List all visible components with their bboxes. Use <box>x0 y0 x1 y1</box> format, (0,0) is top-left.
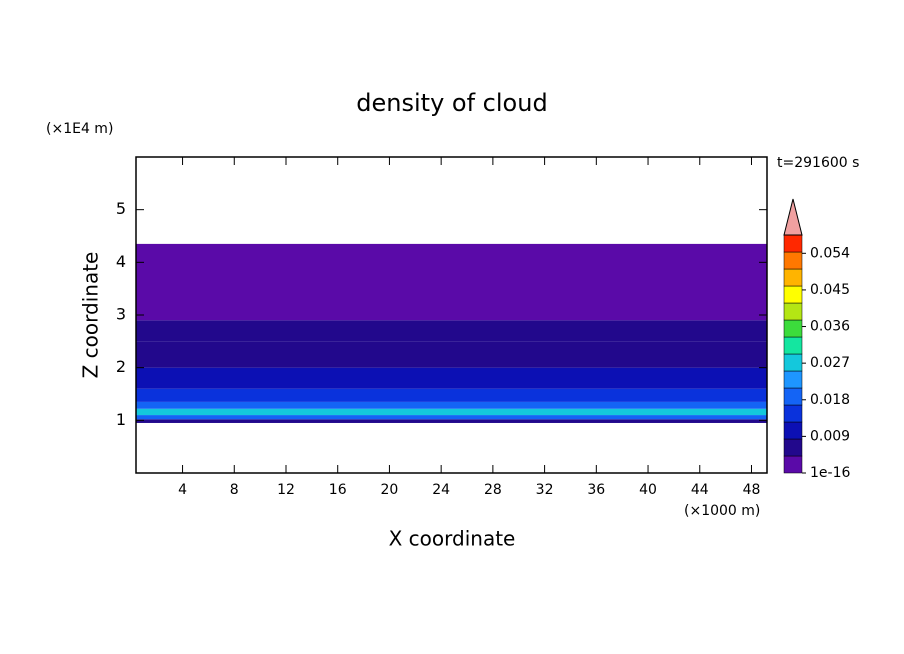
x-tick-label: 20 <box>381 482 399 498</box>
x-tick-label: 36 <box>587 482 605 498</box>
annotation: t=291600 s <box>777 155 859 171</box>
colorbar-band <box>783 421 803 440</box>
colorbar-extend <box>783 198 803 236</box>
x-axis-label: X coordinate <box>389 527 516 551</box>
contour-band <box>136 415 767 420</box>
x-tick-label: 12 <box>277 482 295 498</box>
colorbar-band <box>783 234 803 253</box>
colorbar-band <box>783 336 803 355</box>
colorbar-band <box>783 302 803 321</box>
x-tick-label: 8 <box>230 482 239 498</box>
x-tick-label: 16 <box>329 482 347 498</box>
x-tick-label: 4 <box>178 482 187 498</box>
colorbar-band <box>783 319 803 338</box>
y-tick-label: 3 <box>116 305 126 324</box>
contour-band <box>136 320 767 342</box>
chart-title: density of cloud <box>356 89 547 117</box>
y-tick-label: 4 <box>116 252 126 271</box>
colorbar-tick-label: 0.036 <box>810 319 850 335</box>
colorbar-band <box>783 268 803 287</box>
colorbar-tick-label: 0.054 <box>810 245 850 261</box>
colorbar-band <box>783 251 803 270</box>
colorbar-band <box>783 285 803 304</box>
y-axis-label: Z coordinate <box>79 252 103 379</box>
y-tick-label: 1 <box>116 410 126 429</box>
x-unit: (×1000 m) <box>684 503 760 519</box>
contour-band <box>136 401 767 409</box>
contour-band <box>136 419 767 423</box>
colorbar-tick-label: 0.027 <box>810 355 850 371</box>
contour-band <box>136 388 767 402</box>
contour-band <box>136 243 767 321</box>
colorbar-band <box>783 370 803 389</box>
colorbar-band <box>783 404 803 423</box>
contour-band <box>136 408 767 416</box>
x-tick-label: 32 <box>536 482 554 498</box>
colorbar-tick-label: 0.009 <box>810 428 850 444</box>
colorbar-band <box>783 353 803 372</box>
x-tick-label: 48 <box>743 482 761 498</box>
colorbar-band <box>783 438 803 457</box>
contour-band <box>136 341 767 368</box>
contour-band <box>136 367 767 389</box>
y-tick-label: 2 <box>116 357 126 376</box>
x-tick-label: 40 <box>639 482 657 498</box>
x-tick-label: 28 <box>484 482 502 498</box>
colorbar-tick-label: 0.045 <box>810 282 850 298</box>
colorbar-tick-label: 0.018 <box>810 392 850 408</box>
x-tick-label: 24 <box>432 482 450 498</box>
colorbar-band <box>783 387 803 406</box>
x-tick-label: 44 <box>691 482 709 498</box>
y-tick-label: 5 <box>116 199 126 218</box>
y-unit: (×1E4 m) <box>46 121 113 137</box>
colorbar-tick-label: 1e-16 <box>810 465 850 481</box>
colorbar-band <box>783 455 803 474</box>
